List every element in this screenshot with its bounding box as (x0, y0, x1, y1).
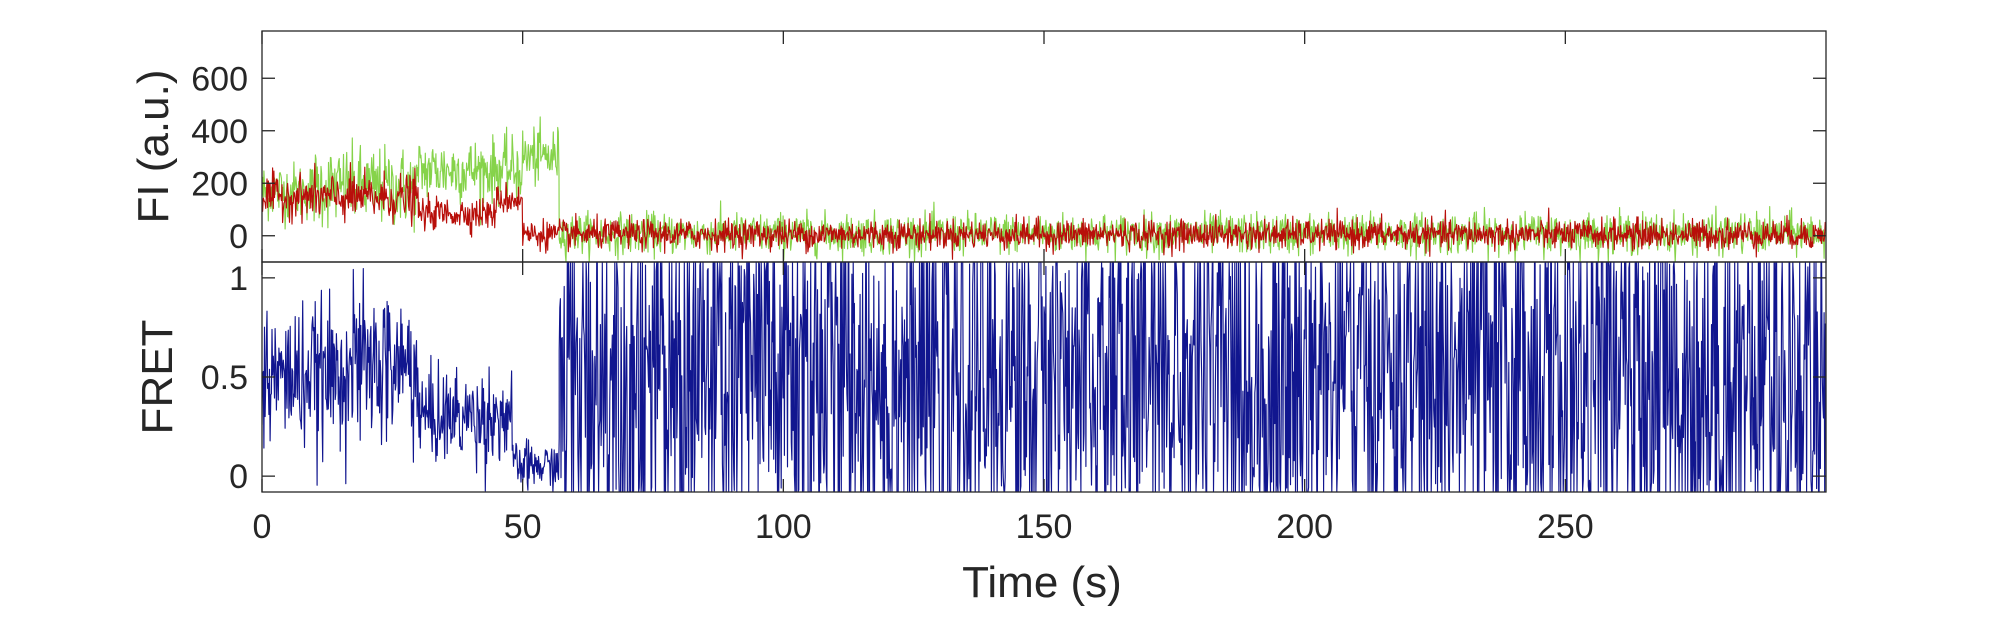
x-tick-label: 0 (253, 508, 272, 546)
y-axis-title: FRET (133, 320, 182, 435)
y-tick-label: 0 (229, 458, 248, 496)
fluorescence-panel: 0 200 400 600 FI (a.u.) (129, 30, 1827, 263)
fret-panel: 0 0.5 1 FRET 0 50 100 150 200 250 Time (s) (133, 260, 1827, 607)
y-tick-label: 0 (229, 218, 248, 256)
x-tick-label: 250 (1537, 508, 1594, 546)
fret-trace (262, 262, 1826, 492)
x-axis-title: Time (s) (962, 558, 1122, 607)
y-tick-label: 200 (191, 165, 248, 203)
x-tick-label: 150 (1016, 508, 1073, 546)
y-tick-label: 1 (229, 260, 248, 298)
x-tick-label: 100 (755, 508, 812, 546)
x-tick-label: 50 (504, 508, 542, 546)
y-tick-label: 600 (191, 60, 248, 98)
y-tick-label: 400 (191, 113, 248, 151)
y-tick-label: 0.5 (201, 359, 248, 397)
y-axis-title: FI (a.u.) (129, 69, 178, 223)
acceptor-trace (262, 162, 1826, 260)
x-tick-label: 200 (1276, 508, 1333, 546)
